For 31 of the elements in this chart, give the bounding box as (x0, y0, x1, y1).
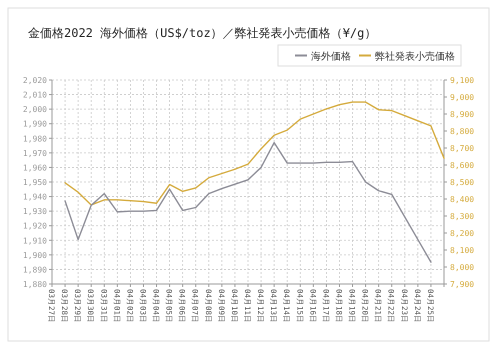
y2-tick-label: 9,000 (450, 93, 474, 102)
y-tick-label: 2,010 (22, 90, 48, 100)
y-tick-label: 1,910 (22, 236, 48, 246)
y2-tick-label: 8,200 (450, 229, 474, 238)
y2-tick-label: 8,900 (450, 110, 474, 119)
y2-tick-label: 8,100 (450, 246, 474, 255)
y2-tick-label: 8,000 (450, 263, 474, 272)
y2-tick-label: 8,400 (450, 195, 474, 204)
y-tick-label: 1,930 (22, 207, 48, 216)
legend-label: 海外価格 (311, 50, 351, 62)
y-tick-label: 2,020 (22, 76, 48, 85)
y2-tick-label: 8,700 (450, 144, 474, 153)
y-tick-label: 1,960 (22, 163, 48, 172)
chart-title: 金価格2022 海外価格（US$/toz）／弊社発表小売価格（¥/g） (28, 26, 376, 40)
y-tick-label: 1,880 (22, 280, 48, 289)
y2-tick-label: 7,900 (450, 280, 474, 289)
y-tick-label: 2,000 (22, 105, 48, 114)
y2-tick-label: 8,600 (450, 161, 474, 170)
y-tick-label: 1,950 (22, 178, 48, 187)
y2-tick-label: 8,500 (450, 178, 474, 187)
y-tick-label: 1,890 (22, 265, 48, 274)
y-tick-label: 1,920 (22, 222, 48, 231)
y2-tick-label: 8,300 (450, 212, 474, 221)
y-tick-label: 1,980 (22, 134, 48, 144)
y-tick-label: 1,990 (22, 120, 48, 129)
y-tick-label: 1,970 (22, 148, 48, 158)
y-tick-label: 1,900 (22, 250, 48, 260)
legend-label: 弊社発表小売価格 (375, 50, 455, 62)
y2-tick-label: 9,100 (450, 76, 474, 85)
y-tick-label: 1,940 (22, 192, 48, 202)
y2-tick-label: 8,800 (450, 127, 474, 136)
